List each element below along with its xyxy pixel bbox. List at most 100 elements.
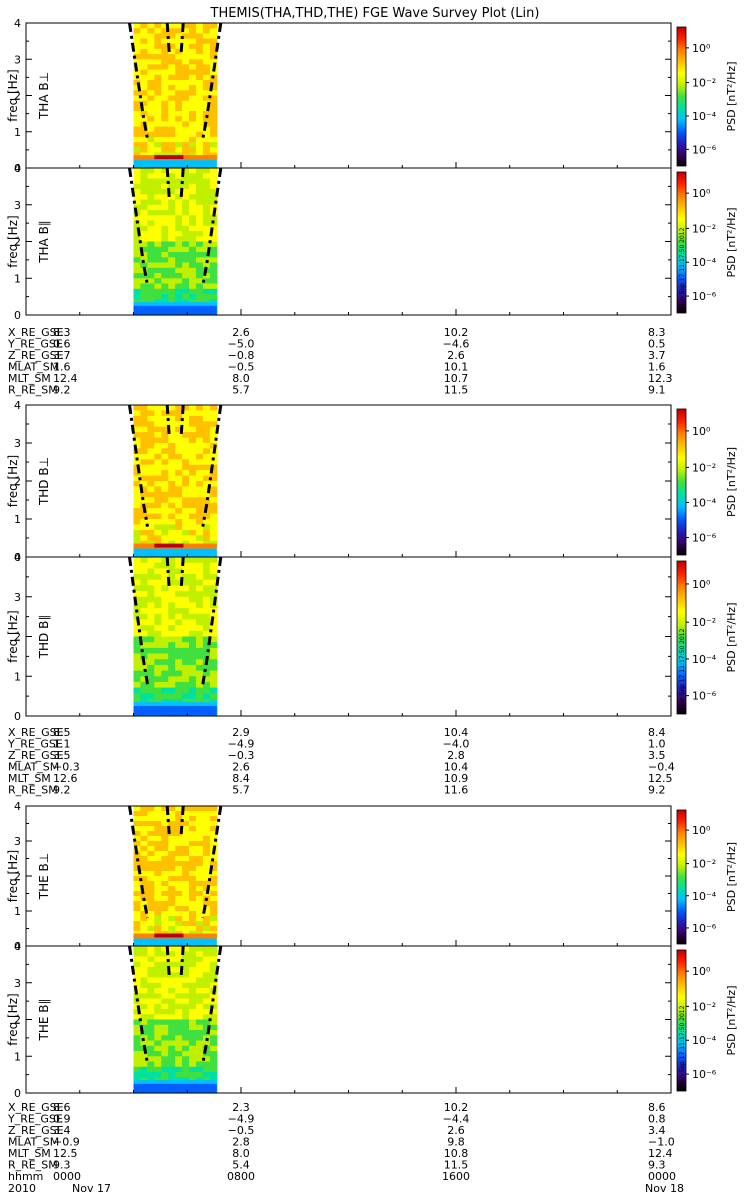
ephemeris-value: 5.7	[232, 784, 250, 797]
spectrogram-cell	[202, 1019, 211, 1026]
spectrogram-cell	[140, 33, 148, 40]
spectrogram-cell	[168, 497, 176, 504]
spectrogram-cell	[189, 491, 197, 498]
ephemeris-value: −5.0	[228, 338, 255, 351]
spectrogram-cell	[175, 283, 183, 290]
spectrogram-cell	[182, 1066, 190, 1073]
spectrogram-cell	[133, 183, 141, 190]
spectrogram-cell	[175, 901, 183, 907]
spectrogram-cell	[140, 173, 148, 180]
spectrogram-cell	[133, 111, 141, 117]
ephemeris-value: 10.4	[444, 726, 469, 739]
spectrogram-cell	[147, 236, 155, 243]
spectrogram-cell	[168, 613, 176, 621]
spectrogram-cell	[154, 535, 162, 542]
spectrogram-cell	[168, 896, 176, 902]
spectrogram-cell	[202, 90, 211, 97]
spectrogram-cell	[154, 602, 162, 609]
spectrogram-cell	[189, 142, 197, 148]
spectrogram-cell	[154, 574, 162, 581]
spectrogram-cell	[196, 602, 204, 609]
spectrogram-cell	[140, 80, 148, 86]
spectrogram-cell	[154, 236, 162, 243]
spectrogram-cell	[202, 85, 211, 91]
spectrogram-cell	[147, 1056, 155, 1063]
spectrogram-cell	[209, 921, 218, 927]
spectrogram-cell	[133, 131, 141, 138]
spectrogram-cell	[161, 491, 169, 498]
spectrogram-cell	[147, 459, 155, 466]
ephemeris-value: 9.2	[53, 384, 71, 397]
spectrogram-cell	[182, 262, 190, 269]
spectrogram-cell	[154, 437, 162, 444]
spectrogram-cell	[140, 921, 148, 927]
spectrogram-cell	[133, 647, 141, 655]
spectrogram-cell	[175, 105, 183, 112]
spectrogram-cell	[189, 993, 197, 1000]
spectrogram-cell	[175, 886, 183, 892]
spectrogram-cell	[140, 529, 148, 536]
spectrogram-cell	[209, 535, 218, 542]
spectrogram-cell	[133, 926, 141, 932]
spectrogram-cell	[140, 278, 148, 285]
spectrogram-cell	[175, 215, 183, 222]
spectrogram-cell	[182, 846, 190, 852]
spectrogram-cell	[189, 470, 197, 477]
spectrogram-cell	[196, 199, 204, 206]
spectrogram-cell	[154, 524, 162, 531]
spectrogram-cell	[154, 475, 162, 482]
spectrogram-cell	[202, 841, 211, 847]
spectrogram-cell	[209, 283, 218, 290]
spectrogram-cell	[175, 693, 183, 700]
spectrogram-cell	[175, 126, 183, 133]
spectrogram-cell	[154, 670, 162, 677]
spectrogram-cell	[202, 415, 211, 422]
timestamp-stamp: Mon Sep 17 11:17:50 2012	[679, 628, 686, 710]
spectrogram-cell	[147, 126, 155, 133]
spectrogram-cell	[161, 43, 169, 50]
spectrogram-cell	[182, 69, 190, 76]
spectrogram-cell	[202, 459, 211, 466]
spectrogram-cell	[175, 982, 183, 989]
spectrogram-cell	[154, 59, 162, 66]
spectrogram-cell	[154, 513, 162, 520]
spectrogram-cell	[161, 1066, 169, 1073]
spectrogram-cell	[154, 851, 162, 857]
spectrogram-cell	[182, 48, 190, 55]
spectrogram-cell	[161, 183, 169, 190]
spectrogram-cell	[196, 921, 204, 927]
spectrogram-cell	[202, 168, 211, 174]
spectrogram-cell	[196, 100, 204, 107]
spectrogram-cell	[196, 1056, 204, 1063]
spectrogram-cell	[196, 142, 204, 148]
spectrogram-cell	[175, 921, 183, 927]
spectrogram-cell	[189, 189, 197, 195]
spectrogram-cell	[147, 591, 155, 598]
spectrogram-cell	[196, 215, 204, 222]
spectrogram-cell	[147, 278, 155, 285]
spectrogram-cell	[154, 69, 162, 76]
spectrogram-cell	[189, 1061, 197, 1068]
spectrogram-cell	[147, 131, 155, 138]
colorbar-label: PSD [nT²/Hz]	[725, 602, 738, 672]
spectrogram-cell	[175, 136, 183, 143]
spectrogram-cell	[133, 178, 141, 185]
spectrogram-cell	[147, 896, 155, 902]
spectrogram-cell	[182, 602, 190, 609]
spectrogram-cell	[154, 956, 162, 963]
spectrogram-cell	[133, 866, 141, 872]
spectrogram-cell	[168, 410, 176, 417]
spectrogram-cell	[196, 111, 204, 117]
spectrogram-cell	[182, 513, 190, 520]
spectrogram-cell	[209, 194, 218, 201]
spectrogram-cell	[133, 199, 141, 206]
spectrogram-cell	[154, 625, 162, 632]
ephemeris-value: 2.8	[447, 749, 465, 762]
y-tick-label: 0	[14, 162, 21, 175]
spectrogram-cell	[182, 183, 190, 190]
spectrogram-cell	[209, 1024, 218, 1031]
spectrogram-cell	[161, 891, 169, 897]
spectrogram-cell	[147, 189, 155, 195]
spectrogram-cell	[147, 946, 155, 952]
spectrogram-cell	[133, 85, 141, 91]
